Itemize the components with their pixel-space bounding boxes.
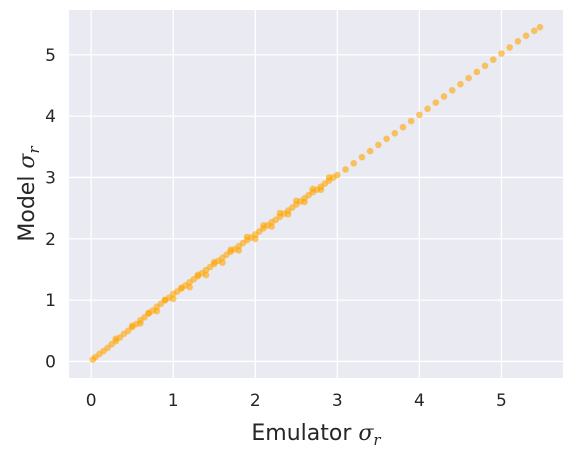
data-point	[235, 247, 243, 254]
x-tick-label: 1	[168, 391, 179, 411]
data-point	[391, 129, 399, 137]
data-point	[424, 105, 431, 113]
data-point	[137, 320, 144, 327]
data-point	[383, 135, 390, 143]
data-point	[161, 296, 169, 304]
data-point	[210, 258, 218, 266]
y-tick-label: 2	[45, 230, 56, 250]
data-point	[416, 111, 423, 119]
data-point	[465, 74, 472, 82]
data-point	[536, 23, 544, 31]
data-point	[169, 295, 177, 303]
data-point	[325, 174, 333, 181]
data-point	[522, 32, 530, 40]
data-point	[334, 171, 341, 179]
data-point	[358, 153, 366, 161]
data-point	[530, 27, 538, 35]
data-point	[498, 50, 505, 57]
data-point	[260, 221, 267, 229]
data-point	[301, 198, 308, 206]
data-point	[489, 56, 497, 63]
data-point	[407, 117, 415, 125]
x-axis-label: Emulator σr	[251, 421, 381, 449]
y-tick-label: 1	[45, 291, 56, 311]
y-axis-label: Model σr	[15, 146, 43, 242]
data-point	[432, 99, 440, 106]
data-point	[202, 271, 210, 279]
data-point	[227, 246, 234, 254]
data-point	[112, 335, 120, 343]
data-point	[350, 160, 358, 167]
data-point	[317, 186, 325, 194]
plot-area	[69, 10, 563, 378]
y-tick-label: 3	[45, 168, 56, 188]
data-point	[506, 44, 513, 51]
data-points	[89, 23, 544, 363]
data-point	[243, 233, 251, 241]
grid-lines	[69, 10, 563, 378]
x-tick-label: 2	[250, 391, 261, 411]
y-tick-labels: 0 1 2 3 4 5	[45, 46, 56, 373]
data-point	[268, 223, 275, 230]
data-point	[366, 147, 374, 155]
data-point	[186, 283, 193, 291]
data-point	[128, 322, 136, 330]
y-tick-label: 4	[45, 107, 56, 127]
data-point	[440, 93, 448, 100]
data-point	[153, 307, 161, 315]
x-tick-label: 4	[414, 391, 425, 411]
data-point	[293, 197, 300, 205]
x-tick-label: 5	[496, 391, 507, 411]
data-point	[342, 166, 349, 173]
data-point	[145, 309, 152, 317]
data-point	[251, 235, 259, 243]
data-point	[399, 123, 407, 131]
data-point	[309, 185, 317, 193]
data-point	[457, 80, 464, 88]
data-point	[284, 210, 292, 218]
data-point	[178, 284, 185, 292]
data-point	[481, 62, 489, 70]
data-point	[514, 37, 522, 45]
data-point	[448, 87, 456, 94]
x-tick-label: 3	[332, 391, 343, 411]
data-point	[276, 209, 284, 217]
x-tick-label: 0	[86, 391, 97, 411]
y-tick-label: 0	[45, 352, 56, 372]
x-tick-labels: 0 1 2 3 4 5	[86, 391, 507, 411]
data-point	[194, 271, 202, 279]
data-point	[473, 68, 481, 76]
data-point	[375, 141, 382, 149]
data-point	[219, 259, 226, 266]
y-tick-label: 5	[45, 46, 56, 66]
